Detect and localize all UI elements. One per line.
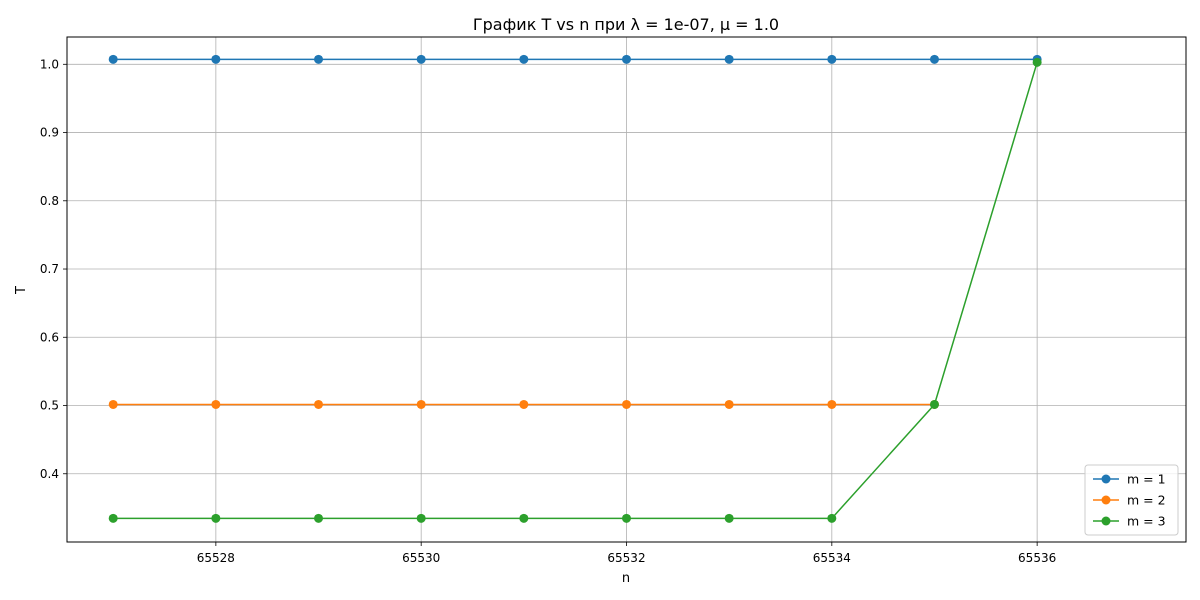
- y-axis-label: T: [14, 286, 29, 295]
- data-point: [108, 399, 118, 409]
- series-layer: [108, 54, 1042, 523]
- x-tick-label: 65534: [813, 551, 851, 565]
- legend-marker: [1101, 474, 1111, 484]
- data-point: [519, 399, 529, 409]
- data-point: [314, 513, 324, 523]
- data-point: [724, 513, 734, 523]
- x-tick-label: 65532: [607, 551, 645, 565]
- y-tick-label: 0.5: [40, 399, 59, 413]
- data-point: [1032, 57, 1042, 67]
- data-point: [416, 54, 426, 64]
- chart-title: График T vs n при λ = 1e-07, μ = 1.0: [473, 15, 779, 34]
- data-point: [519, 513, 529, 523]
- grid-layer: [67, 37, 1186, 542]
- data-point: [724, 54, 734, 64]
- data-point: [827, 54, 837, 64]
- x-axis-label: n: [622, 571, 630, 586]
- series-m-1: [108, 54, 1042, 64]
- legend-item: m = 3: [1093, 514, 1166, 529]
- data-point: [827, 513, 837, 523]
- legend-marker: [1101, 495, 1111, 505]
- ticks-layer: 65528 65530 65532 65534 65536 0.4 0.5 0.6 0.7 0.8…: [40, 57, 1056, 565]
- legend: m = 1 m = 2 m = 3: [1084, 464, 1179, 536]
- series-line: [113, 62, 1038, 520]
- x-tick-label: 65536: [1018, 551, 1056, 565]
- data-point: [314, 399, 324, 409]
- data-point: [211, 54, 221, 64]
- data-point: [416, 399, 426, 409]
- data-point: [211, 513, 221, 523]
- data-point: [519, 54, 529, 64]
- y-tick-label: 0.7: [40, 262, 59, 276]
- series-m-3: [108, 57, 1042, 523]
- legend-item: m = 1: [1093, 472, 1166, 487]
- data-point: [416, 513, 426, 523]
- x-tick-label: 65528: [197, 551, 235, 565]
- legend-label: m = 3: [1127, 514, 1166, 529]
- data-point: [108, 513, 118, 523]
- y-tick-label: 0.8: [40, 194, 59, 208]
- y-tick-label: 0.6: [40, 330, 59, 344]
- y-tick-label: 0.9: [40, 126, 59, 140]
- data-point: [314, 54, 324, 64]
- data-point: [929, 399, 939, 409]
- data-point: [108, 54, 118, 64]
- data-point: [929, 54, 939, 64]
- data-point: [827, 399, 837, 409]
- x-tick-label: 65530: [402, 551, 440, 565]
- legend-label: m = 1: [1127, 472, 1166, 487]
- y-tick-label: 0.4: [40, 467, 59, 481]
- data-point: [622, 54, 631, 64]
- y-tick-label: 1.0: [40, 57, 59, 71]
- legend-marker: [1101, 516, 1111, 526]
- data-point: [724, 399, 734, 409]
- data-point: [622, 399, 631, 409]
- data-point: [211, 399, 221, 409]
- legend-label: m = 2: [1127, 493, 1166, 508]
- legend-item: m = 2: [1093, 493, 1166, 508]
- data-point: [622, 513, 631, 523]
